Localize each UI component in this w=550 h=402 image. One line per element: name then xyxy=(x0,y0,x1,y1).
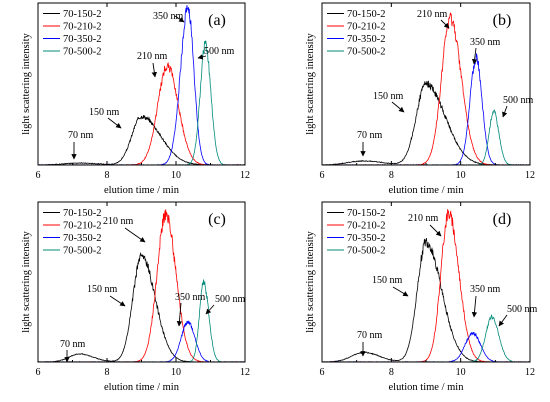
size-annotation: 500 nm xyxy=(503,95,534,106)
size-annotation: 70 nm xyxy=(68,130,94,141)
legend-entry: 70-150-2 xyxy=(63,9,102,20)
legend-entry: 70-150-2 xyxy=(347,208,386,219)
annotation-arrow xyxy=(109,295,126,307)
x-axis-label: elution time / min xyxy=(389,382,465,393)
size-annotation: 70 nm xyxy=(60,339,86,350)
legend-entry: 70-500-2 xyxy=(63,47,102,58)
x-tick-label: 12 xyxy=(240,367,250,378)
legend-entry: 70-350-2 xyxy=(347,34,386,45)
size-annotation: 350 nm xyxy=(470,37,501,48)
y-axis-label: light scattering intensity xyxy=(21,33,32,135)
series-line-70-150-2 xyxy=(321,238,530,363)
annotation-arrow xyxy=(471,295,478,318)
annotation-arrow xyxy=(498,314,508,327)
x-axis-label: elution time / min xyxy=(104,382,180,393)
series-line-70-210-2 xyxy=(37,62,246,166)
legend-entry: 70-500-2 xyxy=(347,246,386,257)
annotation-arrow xyxy=(107,117,122,129)
legend-entry: 70-150-2 xyxy=(63,208,102,219)
annotation-arrow xyxy=(197,54,207,60)
x-tick-label: 6 xyxy=(320,170,325,181)
x-tick-label: 8 xyxy=(389,367,394,378)
panel-a: 6 8 10 12 elution time / min light scattering… xyxy=(21,2,250,196)
y-axis-label: light scattering intensity xyxy=(305,33,316,135)
size-annotation: 350 nm xyxy=(470,284,501,295)
size-annotation: 70 nm xyxy=(357,130,383,141)
series-line-70-350-2 xyxy=(322,53,531,166)
x-tick-label: 8 xyxy=(105,170,110,181)
size-annotation: 500 nm xyxy=(507,304,538,315)
legend-entry: 70-210-2 xyxy=(347,221,386,232)
size-annotation: 500 nm xyxy=(204,46,235,57)
legend-entry: 70-500-2 xyxy=(347,47,386,58)
size-annotation: 70 nm xyxy=(357,330,383,341)
panel-label: (b) xyxy=(493,12,512,29)
size-annotation: 210 nm xyxy=(408,213,439,224)
annotation-arrow xyxy=(502,105,508,118)
size-annotation: 150 nm xyxy=(89,107,120,118)
series-line-70-350-2 xyxy=(321,331,530,363)
x-tick-label: 6 xyxy=(36,170,41,181)
size-annotation: 150 nm xyxy=(372,275,403,286)
x-tick-label: 10 xyxy=(171,367,181,378)
series-line-70-500-2 xyxy=(322,109,530,166)
annotation-arrow xyxy=(124,227,146,243)
legend-entry: 70-210-2 xyxy=(347,22,386,33)
annotation-arrow xyxy=(174,15,185,23)
size-annotation: 210 nm xyxy=(103,216,134,227)
legend-entry: 70-500-2 xyxy=(63,246,102,257)
x-tick-label: 8 xyxy=(389,170,394,181)
annotation-arrow xyxy=(471,47,478,65)
x-tick-label: 12 xyxy=(525,170,535,181)
panel-label: (d) xyxy=(493,211,512,228)
annotation-arrow xyxy=(176,302,183,327)
annotation-arrow xyxy=(392,286,409,297)
size-annotation: 150 nm xyxy=(87,284,118,295)
x-axis-label: elution time / min xyxy=(389,185,465,196)
y-axis-label: light scattering intensity xyxy=(305,231,316,333)
size-annotation: 350 nm xyxy=(153,11,184,22)
panel-label: (c) xyxy=(208,211,226,228)
legend-entry: 70-150-2 xyxy=(347,9,386,20)
legend-entry: 70-210-2 xyxy=(63,221,102,232)
annotation-arrow xyxy=(440,19,450,29)
y-axis-label: light scattering intensity xyxy=(21,231,32,333)
annotation-arrow xyxy=(205,304,215,315)
x-tick-label: 10 xyxy=(171,170,181,181)
size-annotation: 150 nm xyxy=(373,91,404,102)
annotation-arrow xyxy=(391,101,405,113)
x-axis-label: elution time / min xyxy=(104,185,180,196)
size-annotation: 350 nm xyxy=(175,292,206,303)
size-annotation: 210 nm xyxy=(137,51,168,62)
size-annotation: 210 nm xyxy=(417,9,448,20)
x-tick-label: 12 xyxy=(525,367,535,378)
x-tick-label: 10 xyxy=(456,367,466,378)
panel-d: 6 8 10 12 elution time / min light scattering… xyxy=(305,201,538,393)
x-tick-label: 8 xyxy=(105,367,110,378)
panel-label: (a) xyxy=(208,12,226,29)
annotation-arrow xyxy=(151,62,157,78)
x-tick-label: 6 xyxy=(320,367,325,378)
series-line-70-150-2 xyxy=(321,80,531,166)
x-tick-label: 12 xyxy=(240,170,250,181)
legend-entry: 70-210-2 xyxy=(63,22,102,33)
annotation-arrow xyxy=(429,224,442,237)
x-tick-label: 6 xyxy=(36,367,41,378)
legend-entry: 70-350-2 xyxy=(347,233,386,244)
size-annotation: 500 nm xyxy=(215,294,246,305)
panel-b: 6 8 10 12 elution time / min light scattering… xyxy=(305,2,535,196)
panel-c: 6 8 10 12 elution time / min light scattering… xyxy=(21,201,250,393)
x-tick-label: 10 xyxy=(456,170,466,181)
legend-entry: 70-350-2 xyxy=(63,34,102,45)
legend-entry: 70-350-2 xyxy=(63,233,102,244)
